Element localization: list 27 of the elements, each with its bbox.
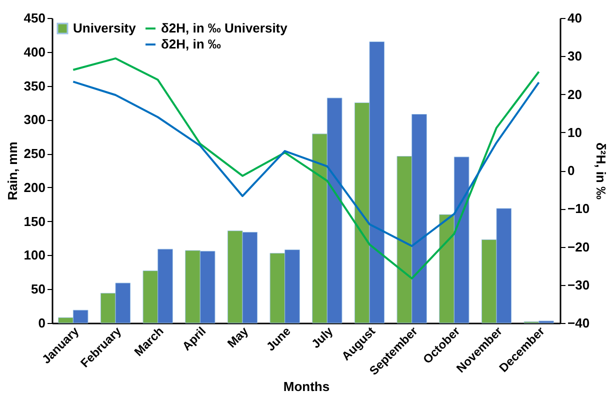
y-tick-label: 250 (24, 146, 46, 162)
y-tick-label: 200 (24, 180, 46, 195)
y2-tick-label: 10 (568, 124, 582, 140)
y2-tick-label: −40 (568, 316, 590, 330)
line-series (72, 57, 540, 280)
y-tick-label: 350 (24, 78, 46, 94)
y-tick-label: 450 (24, 10, 46, 26)
y2-tick-label: −10 (568, 201, 590, 216)
legend-label: University (73, 20, 137, 36)
line-series (72, 80, 540, 247)
y2-tick-label: −30 (568, 277, 590, 292)
y2-tick-label: 20 (568, 86, 582, 102)
legend-label: δ2H, in ‰ (161, 36, 221, 52)
legend-label: δ2H, in ‰ University (161, 20, 288, 36)
y-tick-label: 50 (31, 282, 46, 297)
y2-axis-title: δ²H, in ‰ (594, 142, 609, 200)
y2-tick-label: 0 (568, 163, 575, 178)
y-tick-label: 300 (24, 112, 46, 128)
y-axis-title: Rain, mm (4, 142, 20, 200)
y-tick-label: 0 (38, 316, 46, 330)
y-tick-label: 100 (24, 248, 46, 263)
y-tick-label: 150 (24, 214, 46, 229)
x-axis-title: Months (283, 379, 330, 394)
y2-tick-label: 30 (568, 48, 582, 64)
y2-tick-label: −20 (568, 239, 590, 254)
y-tick-label: 400 (24, 44, 46, 60)
y2-tick-label: 40 (568, 10, 582, 26)
